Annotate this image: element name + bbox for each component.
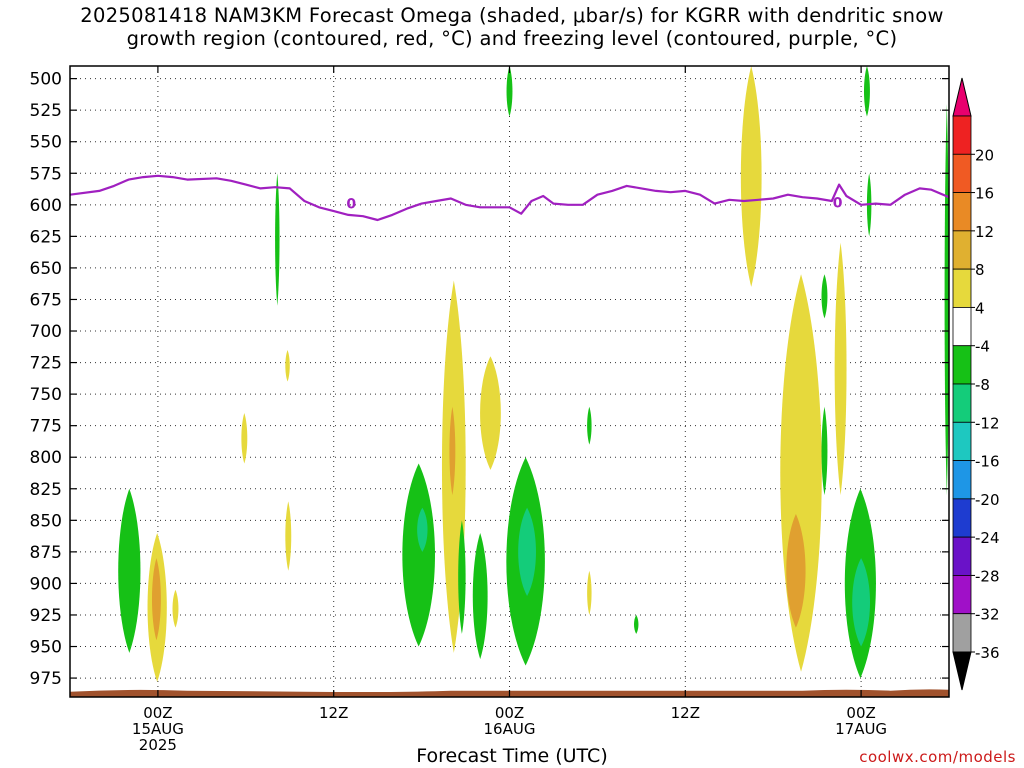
omega-region-27 (834, 242, 847, 496)
omega-region-5 (241, 413, 248, 464)
chart-title-line-1: 2025081418 NAM3KM Forecast Omega (shaded… (80, 4, 944, 27)
y-tick-label: 575 (30, 164, 62, 184)
y-tick-label: 925 (30, 606, 62, 626)
y-tick-label: 825 (30, 480, 62, 500)
colorbar-segment (952, 383, 972, 423)
omega-region-20 (587, 570, 592, 615)
axes: 500 525 550 575 600 625 650 675 700 725 750 775 800 8… (30, 65, 950, 754)
y-tick-label: 950 (30, 638, 62, 658)
y-tick-label: 525 (30, 101, 62, 121)
omega-region-17 (518, 507, 536, 597)
omega-region-7 (285, 349, 290, 382)
colorbar-label: -16 (975, 453, 1000, 471)
omega-region-12 (449, 406, 456, 496)
x-tick-label: 17AUG (835, 720, 887, 738)
x-tick-label: 16AUG (484, 720, 536, 738)
omega-region-30 (863, 66, 870, 117)
colorbar-segment (952, 345, 972, 385)
y-tick-label: 675 (30, 290, 62, 310)
freezing-level-label: 0 (346, 197, 356, 213)
omega-region-6 (275, 173, 280, 306)
colorbar-label: -24 (975, 529, 1000, 547)
colorbar-label: -20 (975, 491, 1000, 509)
colorbar-label: 8 (975, 261, 985, 279)
omega-region-25 (821, 274, 828, 319)
y-tick-label: 650 (30, 259, 62, 279)
y-tick-label: 975 (30, 669, 62, 689)
y-tick-label: 875 (30, 543, 62, 563)
y-tick-label: 700 (30, 322, 62, 342)
y-tick-label: 550 (30, 133, 62, 153)
colorbar-label: -8 (975, 376, 990, 394)
omega-region-21 (633, 614, 639, 634)
omega-region-14 (480, 356, 501, 470)
colorbar-label: 12 (975, 223, 994, 241)
colorbar-segment (952, 421, 972, 461)
x-tick-label: 12Z (671, 704, 700, 722)
y-tick-label: 600 (30, 196, 62, 216)
x-tick-label: 15AUG (132, 720, 184, 738)
omega-region-18 (506, 66, 513, 117)
y-tick-label: 500 (30, 70, 62, 90)
colorbar-segment (952, 115, 972, 155)
x-tick-label: 2025 (139, 736, 177, 754)
y-tick-label: 725 (30, 354, 62, 374)
omega-colorbar: 20 16 12 8 4 -4 -8 -12 -16 -20 -24 -28 -32 -36 (952, 77, 1000, 691)
chart-title-line-2: growth region (contoured, red, °C) and f… (126, 27, 898, 50)
source-credit: coolwx.com/models (859, 748, 1016, 766)
y-tick-label: 625 (30, 227, 62, 247)
x-tick-label: 12Z (319, 704, 348, 722)
colorbar-segment (952, 460, 972, 500)
colorbar-segment (952, 192, 972, 232)
chart-title: 2025081418 NAM3KM Forecast Omega (shaded… (0, 4, 1024, 50)
colorbar-segment (952, 498, 972, 538)
omega-region-26 (821, 406, 828, 496)
y-tick-label: 850 (30, 511, 62, 531)
colorbar-label: 4 (975, 299, 985, 317)
omega-region-19 (587, 406, 592, 445)
freezing-level-line (70, 174, 949, 222)
colorbar-label: -4 (975, 338, 990, 356)
x-tick-label: 00Z (846, 704, 875, 722)
colorbar-segment (952, 230, 972, 270)
x-tick-label: 00Z (495, 704, 524, 722)
colorbar-label: -32 (975, 606, 1000, 624)
omega-region-10 (417, 507, 428, 552)
x-tick-label: 00Z (143, 704, 172, 722)
freezing-level-label: 0 (833, 195, 843, 211)
omega-region-29 (852, 558, 870, 647)
y-tick-label: 900 (30, 574, 62, 594)
omega-region-22 (740, 66, 762, 287)
omega-region-15 (472, 532, 488, 660)
colorbar-segment (952, 613, 972, 653)
omega-region-9 (402, 463, 435, 647)
y-tick-label: 750 (30, 385, 62, 405)
colorbar-label: 16 (975, 185, 994, 203)
x-axis-label: Forecast Time (UTC) (416, 745, 608, 767)
colorbar-top-triangle (952, 77, 972, 117)
colorbar-segment (952, 536, 972, 576)
y-tick-label: 775 (30, 417, 62, 437)
colorbar-label: -28 (975, 567, 1000, 585)
omega-region-13 (458, 520, 466, 634)
omega-region-8 (285, 501, 292, 571)
omega-region-24 (786, 514, 806, 628)
colorbar-bottom-triangle (952, 651, 972, 691)
omega-region-1 (118, 488, 141, 653)
omega-region-4 (172, 589, 179, 628)
colorbar-segment (952, 268, 972, 308)
omega-region-3 (151, 558, 161, 641)
colorbar-segment (952, 307, 972, 347)
y-tick-label: 800 (30, 448, 62, 468)
colorbar-label: -12 (975, 414, 1000, 432)
colorbar-segment (952, 575, 972, 615)
colorbar-segment (952, 153, 972, 193)
colorbar-label: -36 (975, 644, 1000, 662)
colorbar-label: 20 (975, 146, 994, 164)
